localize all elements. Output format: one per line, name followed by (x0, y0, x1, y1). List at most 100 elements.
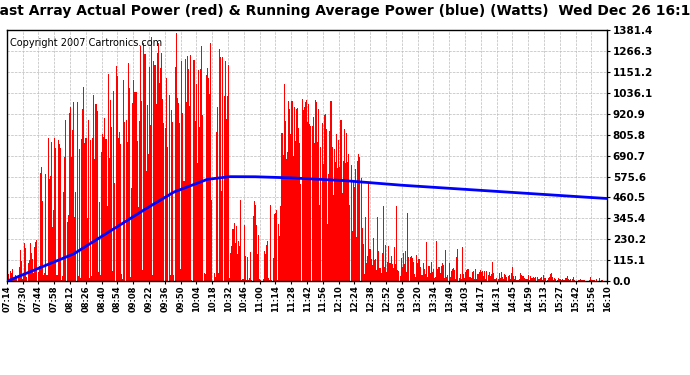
Bar (144, 54, 146, 281)
Bar (417, 263, 418, 281)
Bar (199, 127, 200, 281)
Bar (246, 280, 247, 281)
Bar (26, 277, 28, 281)
Bar (481, 272, 482, 281)
Bar (382, 253, 383, 281)
Bar (244, 225, 245, 281)
Bar (271, 280, 273, 281)
Bar (505, 275, 506, 281)
Bar (503, 279, 504, 281)
Bar (599, 278, 600, 281)
Bar (157, 53, 158, 281)
Bar (205, 274, 206, 281)
Bar (359, 157, 360, 281)
Bar (164, 128, 166, 281)
Bar (305, 102, 306, 281)
Bar (61, 280, 62, 281)
Bar (251, 280, 253, 281)
Bar (63, 192, 64, 281)
Bar (53, 210, 55, 281)
Bar (171, 110, 172, 281)
Bar (472, 272, 473, 281)
Bar (392, 264, 393, 281)
Bar (484, 272, 485, 281)
Bar (364, 274, 365, 281)
Bar (606, 280, 607, 281)
Bar (424, 268, 425, 281)
Bar (256, 225, 257, 281)
Bar (452, 269, 453, 281)
Bar (118, 138, 119, 281)
Bar (523, 276, 524, 281)
Text: Copyright 2007 Cartronics.com: Copyright 2007 Cartronics.com (10, 38, 162, 48)
Bar (49, 179, 50, 281)
Bar (258, 235, 259, 281)
Bar (72, 130, 73, 281)
Bar (425, 274, 426, 281)
Bar (354, 187, 355, 281)
Bar (92, 138, 93, 281)
Bar (563, 280, 564, 281)
Bar (489, 272, 490, 281)
Bar (39, 267, 40, 281)
Bar (231, 246, 233, 281)
Bar (342, 193, 343, 281)
Bar (366, 262, 367, 281)
Bar (226, 119, 227, 281)
Bar (298, 128, 299, 281)
Bar (461, 279, 462, 281)
Bar (217, 106, 218, 281)
Bar (480, 270, 481, 281)
Bar (574, 280, 575, 281)
Bar (290, 134, 291, 281)
Bar (78, 276, 79, 281)
Bar (229, 278, 230, 281)
Bar (318, 110, 319, 281)
Bar (57, 140, 59, 281)
Bar (511, 273, 512, 281)
Bar (423, 262, 424, 281)
Bar (352, 231, 353, 281)
Bar (335, 162, 336, 281)
Bar (71, 157, 72, 281)
Bar (276, 210, 277, 281)
Bar (470, 278, 471, 281)
Bar (594, 280, 595, 281)
Bar (198, 69, 199, 281)
Bar (363, 244, 364, 281)
Bar (317, 142, 318, 281)
Bar (19, 267, 20, 281)
Bar (207, 69, 208, 281)
Bar (541, 277, 542, 281)
Bar (151, 38, 152, 281)
Bar (464, 278, 465, 281)
Bar (41, 167, 42, 281)
Bar (13, 279, 14, 281)
Bar (322, 123, 323, 281)
Bar (218, 273, 219, 281)
Bar (405, 251, 406, 281)
Bar (486, 271, 487, 281)
Bar (440, 273, 441, 281)
Bar (384, 267, 385, 281)
Bar (219, 49, 220, 281)
Bar (601, 280, 602, 281)
Bar (528, 275, 529, 281)
Bar (211, 200, 213, 281)
Bar (182, 113, 184, 281)
Bar (128, 63, 129, 281)
Bar (514, 279, 515, 281)
Bar (215, 278, 216, 281)
Bar (55, 148, 57, 281)
Bar (89, 278, 90, 281)
Bar (266, 245, 267, 281)
Bar (581, 280, 582, 281)
Bar (90, 140, 91, 281)
Bar (602, 280, 603, 281)
Bar (147, 105, 148, 281)
Bar (286, 159, 287, 281)
Bar (285, 121, 286, 281)
Bar (287, 152, 288, 281)
Bar (42, 201, 43, 281)
Bar (546, 280, 548, 281)
